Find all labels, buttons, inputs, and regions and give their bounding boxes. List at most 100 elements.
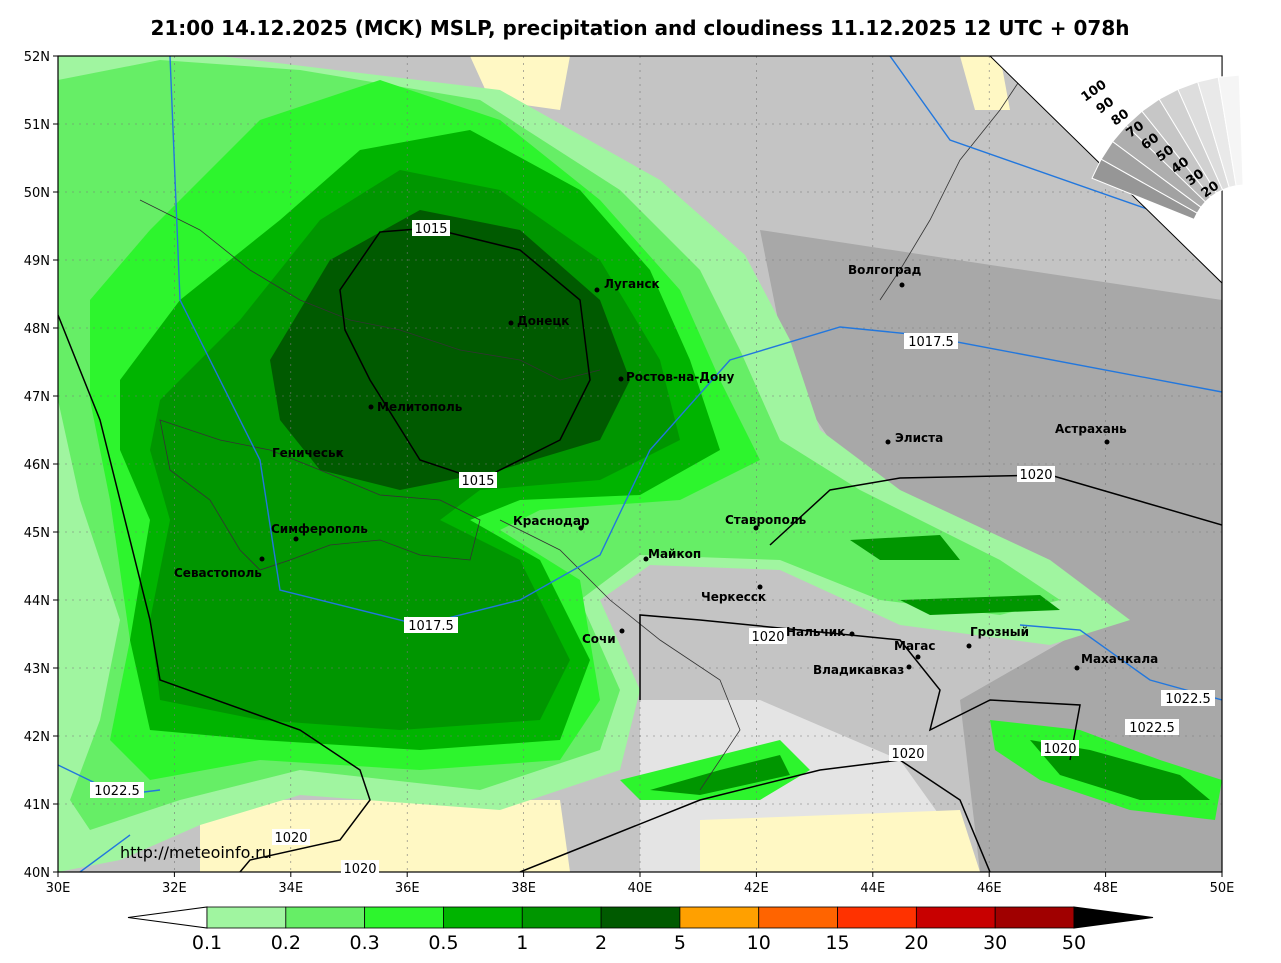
isobar-label: 1020 [1019, 468, 1052, 483]
isobar-label: 1020 [751, 630, 784, 645]
isobar-label-group: 1020 [1017, 466, 1055, 483]
city-label: Махачкала [1081, 652, 1158, 666]
isobar-label: 1022.5 [1129, 721, 1175, 736]
isobar-label-bg [341, 860, 379, 876]
lon-label: 42E [744, 881, 769, 896]
colorbar-label: 50 [1062, 932, 1086, 954]
map-title: 21:00 14.12.2025 (MCK) MSLP, precipitati… [150, 16, 1129, 40]
city-label: Геничеськ [272, 446, 344, 460]
precip-2 [270, 210, 630, 490]
isobar-label-bg [412, 220, 450, 236]
clear-patch [700, 810, 980, 872]
colorbar-label: 30 [983, 932, 1007, 954]
clear-patch [200, 800, 570, 872]
isobar-label-group: 1020 [749, 628, 787, 645]
city-label: Астрахань [1055, 422, 1127, 436]
isobar-label-bg [1161, 690, 1215, 706]
isobar-label: 1020 [1043, 742, 1076, 757]
lon-label: 38E [511, 881, 536, 896]
isobar-label: 1015 [414, 222, 447, 237]
city-label: Волгоград [848, 263, 922, 277]
isobar-label: 1020 [274, 831, 307, 846]
lat-label: 44N [24, 594, 50, 609]
isobar-label: 1020 [343, 862, 376, 877]
source-url: http://meteoinfo.ru [120, 843, 272, 862]
colorbar-label: 0.3 [350, 932, 380, 954]
city-label: Сочи [582, 632, 616, 646]
isobar-label-group: 1022.5 [1161, 690, 1215, 707]
graticule [58, 56, 1222, 872]
isobar-label-group: 1022.5 [90, 782, 144, 799]
coastlines [139, 79, 1021, 791]
colorbar-segment [915, 906, 996, 929]
city-label: Нальчик [786, 625, 845, 639]
colorbar-segment [206, 906, 287, 929]
lon-label: 44E [860, 881, 885, 896]
lon-label: 30E [46, 881, 71, 896]
lon-label: 46E [977, 881, 1002, 896]
isobar-label-group: 1015 [412, 220, 450, 237]
lon-label: 40E [628, 881, 653, 896]
colorbar-segment [443, 906, 523, 929]
lat-label: 50N [24, 186, 50, 201]
isobar-label: 1017.5 [908, 335, 954, 350]
city-label: Владикавказ [813, 663, 904, 677]
lon-label: 48E [1093, 881, 1118, 896]
colorbar-label: 20 [904, 932, 928, 954]
city-dot [1074, 665, 1080, 671]
lat-label: 51N [24, 118, 50, 133]
city-label: Элиста [895, 431, 943, 445]
colorbar-segment [521, 906, 602, 929]
isobar-label: 1015 [461, 474, 494, 489]
precip-band [850, 535, 1060, 615]
city-label: Ставрополь [725, 513, 807, 527]
city-dot [1104, 439, 1110, 445]
colorbar-label: 10 [747, 932, 771, 954]
isobar-label-group: 1020 [1041, 740, 1079, 757]
lat-label: 43N [24, 662, 50, 677]
isobar-label-bg [90, 782, 144, 798]
isobar-label-bg [1017, 466, 1055, 482]
city-dot [619, 628, 625, 634]
city-dot [594, 287, 600, 293]
city-label: Донецк [517, 314, 569, 328]
clear-patch [960, 56, 1010, 110]
city-dot [906, 664, 912, 670]
city-dot [259, 556, 265, 562]
isobar-label-bg [272, 829, 310, 845]
city-label: Симферополь [271, 522, 368, 536]
city-label: Ростов-на-Дону [626, 370, 735, 384]
colorbar-segment [285, 906, 366, 929]
city-dot [643, 556, 649, 562]
city-dot [915, 654, 921, 660]
lat-label: 40N [24, 866, 50, 881]
colorbar-segment [837, 906, 917, 929]
colorbar-segment [679, 906, 760, 929]
isobar-label-bg [1125, 719, 1179, 735]
city-label: Грозный [970, 625, 1029, 639]
isobar-label-bg [889, 745, 927, 761]
colorbar-segment [994, 906, 1075, 929]
city-dot [885, 439, 891, 445]
isobar-label-group: 1020 [341, 860, 379, 877]
lat-label: 52N [24, 50, 50, 65]
lat-label: 41N [24, 798, 50, 813]
lat-label: 42N [24, 730, 50, 745]
city-label: Черкесск [701, 590, 766, 604]
precip-band [650, 755, 790, 795]
isobar-label-bg [904, 333, 958, 349]
city-label: Севастополь [174, 566, 262, 580]
colorbar-label: 2 [595, 932, 607, 954]
lat-label: 47N [24, 390, 50, 405]
isobar-label-bg [404, 617, 458, 633]
colorbar-segment [600, 906, 681, 929]
cloud-wedge [1217, 74, 1244, 187]
city-dot [336, 450, 342, 456]
isobar-label: 1020 [891, 747, 924, 762]
city-dot [757, 584, 763, 590]
city-dot [849, 631, 855, 637]
isobar-label-group: 1015 [459, 472, 497, 489]
precipitation-colorbar: 0.1 0.2 0.3 0.5 1 2 5 10 15 20 30 50 [127, 906, 1154, 954]
lat-label: 46N [24, 458, 50, 473]
